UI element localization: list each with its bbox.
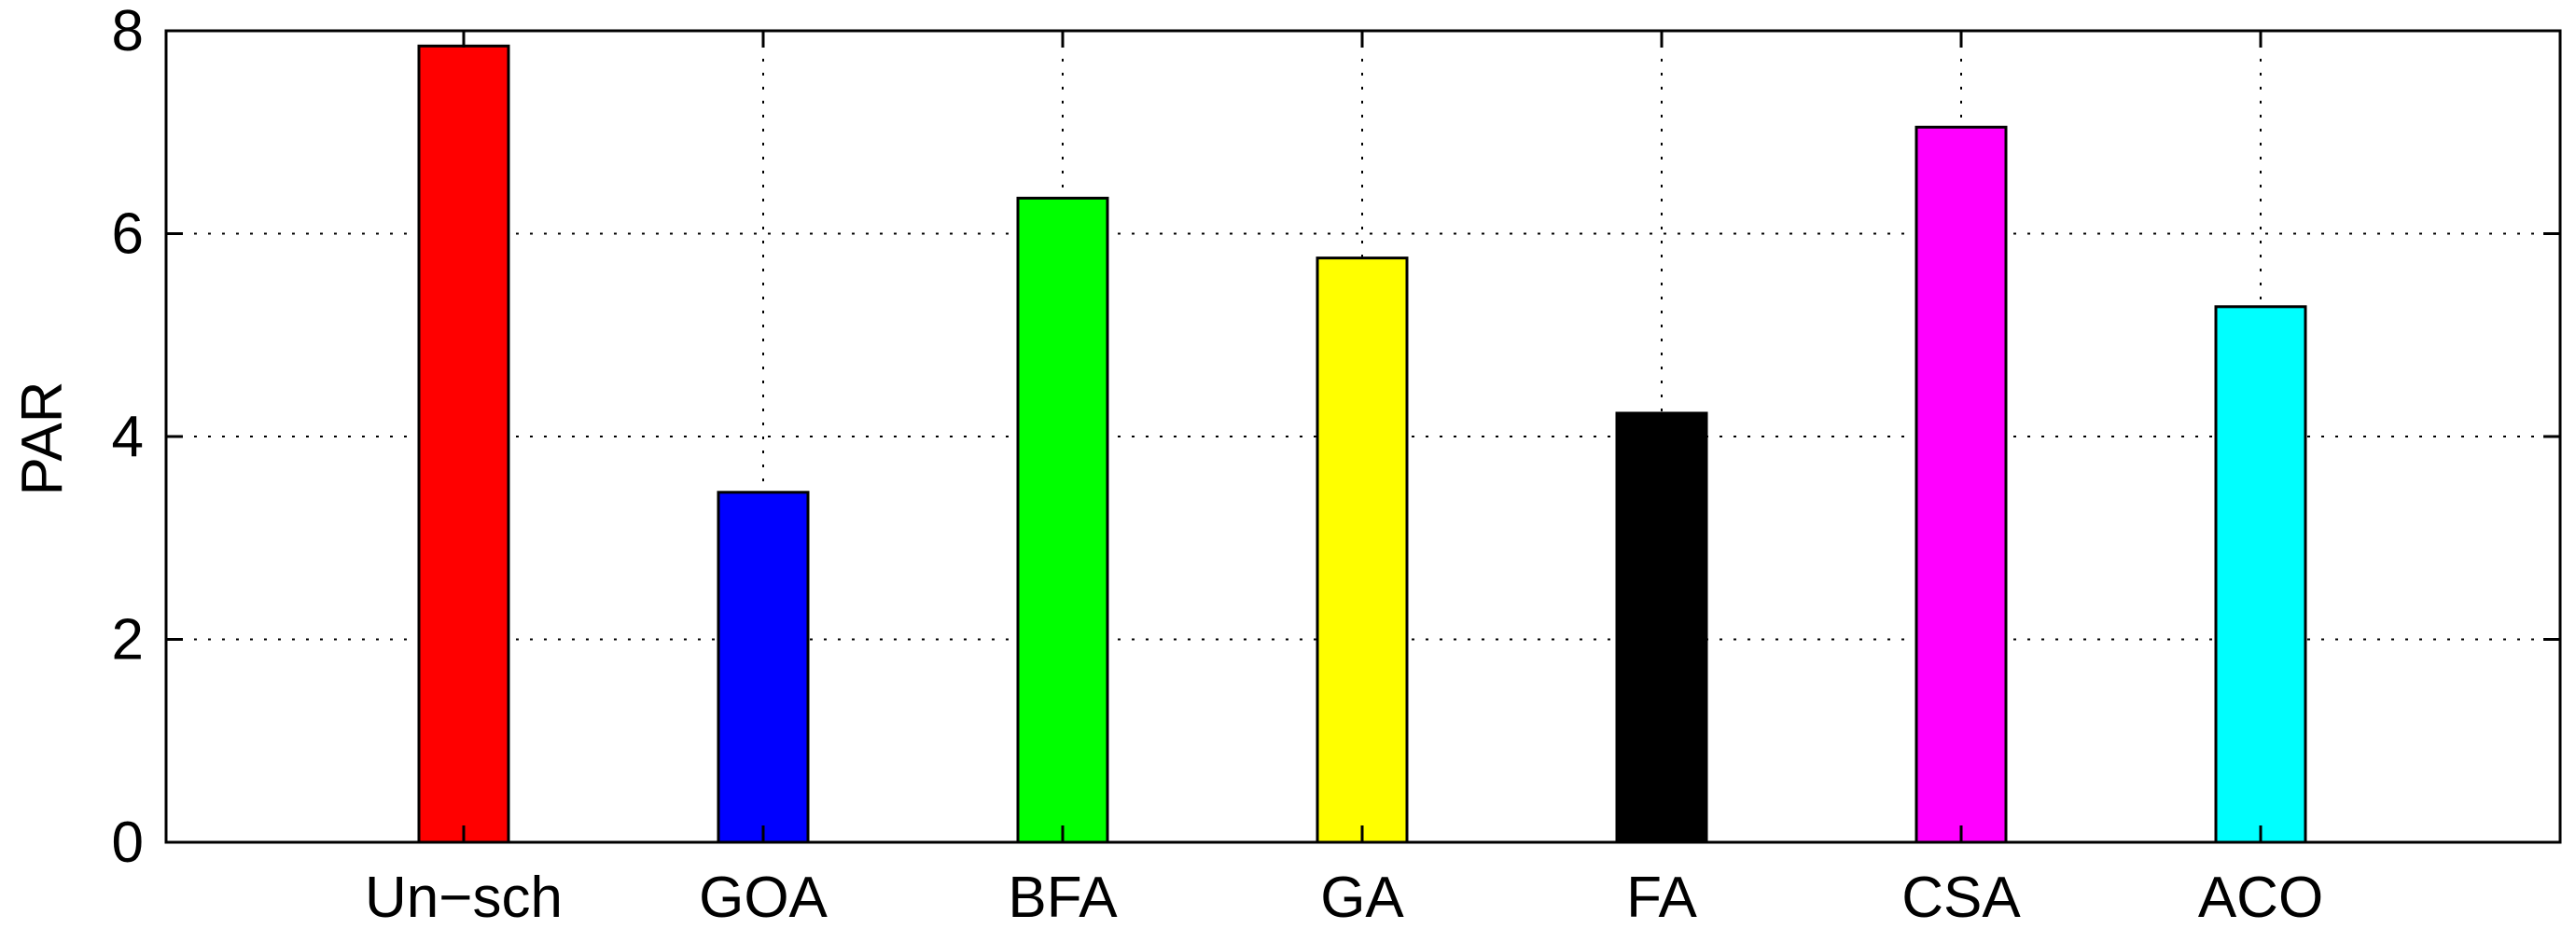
- y-tick-label: 8: [112, 0, 144, 63]
- x-tick-label: Un−sch: [365, 866, 563, 929]
- bar-1: [717, 491, 810, 844]
- x-tick-label: CSA: [1901, 866, 2021, 929]
- bars: [417, 44, 2307, 844]
- x-tick-label: BFA: [1008, 866, 1118, 929]
- x-tick-label: FA: [1626, 866, 1697, 929]
- y-tick-label: 2: [112, 608, 144, 672]
- bar-2: [1016, 196, 1109, 844]
- y-tick-labels: 0 2 4 6 8: [112, 0, 144, 875]
- x-tick-label: GOA: [699, 866, 828, 929]
- x-tick-label: GA: [1320, 866, 1404, 929]
- tick-marks: [166, 29, 2560, 844]
- bar-0: [417, 44, 510, 844]
- y-tick-label: 4: [112, 405, 144, 469]
- bar-3: [1316, 257, 1409, 844]
- x-tick-label: ACO: [2198, 866, 2323, 929]
- bar-5: [1915, 125, 2008, 844]
- y-tick-label: 6: [112, 202, 144, 267]
- bar-4: [1615, 411, 1708, 844]
- y-axis-label: PAR: [10, 381, 75, 496]
- bar-6: [2214, 305, 2307, 844]
- y-tick-label: 0: [112, 811, 144, 875]
- x-tick-labels: Un−sch GOA BFA GA FA CSA ACO: [365, 866, 2323, 929]
